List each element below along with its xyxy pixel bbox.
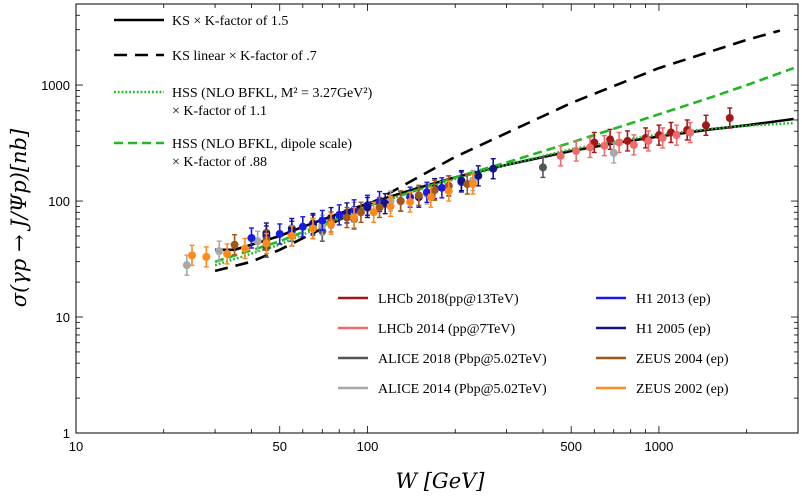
data-point: [725, 114, 734, 123]
data-point: [350, 213, 359, 222]
data-point: [600, 141, 609, 150]
legend-data-label: LHCb 2018(pp@13TeV): [378, 292, 519, 307]
legend-curve-label: × K-factor of 1.1: [172, 104, 267, 119]
y-tick-label: 10: [56, 310, 70, 325]
x-tick-label: 1000: [644, 439, 673, 454]
legend-curve-label: HSS (NLO BFKL, M² = 3.27GeV²): [172, 86, 373, 101]
data-point: [489, 164, 498, 173]
x-axis-title: W [GeV]: [395, 469, 485, 493]
data-point: [240, 244, 249, 253]
data-point: [386, 202, 395, 211]
data-point: [342, 213, 351, 222]
data-point: [335, 210, 344, 219]
legend-curve-label: × K-factor of .88: [172, 155, 267, 170]
x-tick-label: 500: [560, 439, 582, 454]
data-point: [375, 203, 384, 212]
data-point: [253, 237, 262, 246]
y-tick-label: 1: [63, 426, 70, 441]
data-point: [426, 193, 435, 202]
x-tick-label: 50: [272, 439, 286, 454]
data-point: [327, 220, 336, 229]
data-point: [556, 151, 565, 160]
data-point: [585, 143, 594, 152]
data-point: [623, 136, 632, 145]
legend-data-label: ZEUS 2004 (ep): [636, 352, 729, 367]
legend-data-label: H1 2005 (ep): [636, 322, 711, 337]
data-point: [308, 224, 317, 233]
data-point: [363, 203, 372, 212]
x-tick-label: 10: [69, 439, 83, 454]
data-point: [572, 147, 581, 156]
data-point: [215, 247, 224, 256]
x-tick-label: 100: [357, 439, 379, 454]
data-point: [275, 229, 284, 238]
data-point: [262, 239, 271, 248]
legend-data-label: LHCb 2014 (pp@7TeV): [378, 322, 515, 337]
y-tick-label: 1000: [41, 78, 70, 93]
data-point: [298, 222, 307, 231]
data-point: [615, 138, 624, 147]
curve-2: [214, 121, 794, 267]
data-point: [202, 252, 211, 261]
data-point: [230, 240, 239, 249]
data-point: [430, 186, 439, 195]
data-point: [474, 171, 483, 180]
legend-curve-label: KS × K-factor of 1.5: [172, 14, 288, 29]
legend-curve-label: KS linear × K-factor of .7: [172, 49, 317, 64]
y-axis-title: σ(γp → J/Ψp)[nb]: [7, 128, 31, 307]
data-point: [468, 180, 477, 189]
legend-curve-label: HSS (NLO BFKL, dipole scale): [172, 137, 352, 152]
data-point: [247, 234, 256, 243]
data-point: [686, 128, 695, 137]
data-point: [463, 180, 472, 189]
data-point: [356, 208, 365, 217]
data-point: [369, 208, 378, 217]
data-point: [187, 251, 196, 260]
data-point: [644, 136, 653, 145]
data-point: [414, 191, 423, 200]
legend-data-label: ALICE 2018 (Pbp@5.02TeV): [378, 352, 547, 367]
legend-data-label: H1 2013 (ep): [636, 292, 711, 307]
data-point: [658, 133, 667, 142]
legend-curves: KS × K-factor of 1.5 KS linear × K-factor…: [114, 14, 373, 170]
data-point: [444, 187, 453, 196]
legend-data: LHCb 2018(pp@13TeV) LHCb 2014 (pp@7TeV) AL…: [338, 292, 729, 397]
legend-data-label: ALICE 2014 (Pbp@5.02TeV): [378, 382, 547, 397]
data-point: [287, 231, 296, 240]
data-point: [609, 148, 618, 157]
data-point: [406, 198, 415, 207]
plot-frame: [75, 3, 799, 434]
data-point: [182, 261, 191, 270]
data-point: [538, 163, 547, 172]
data-point: [437, 183, 446, 192]
data-point: [629, 140, 638, 149]
data-point: [318, 216, 327, 225]
y-tick-label: 100: [48, 194, 70, 209]
data-point: [606, 135, 615, 144]
data-point: [457, 176, 466, 185]
data-point: [223, 249, 232, 258]
data-point: [396, 197, 405, 206]
legend-data-label: ZEUS 2002 (ep): [636, 382, 729, 397]
data-point: [701, 121, 710, 130]
data-point: [672, 131, 681, 140]
data-points: [182, 107, 734, 276]
